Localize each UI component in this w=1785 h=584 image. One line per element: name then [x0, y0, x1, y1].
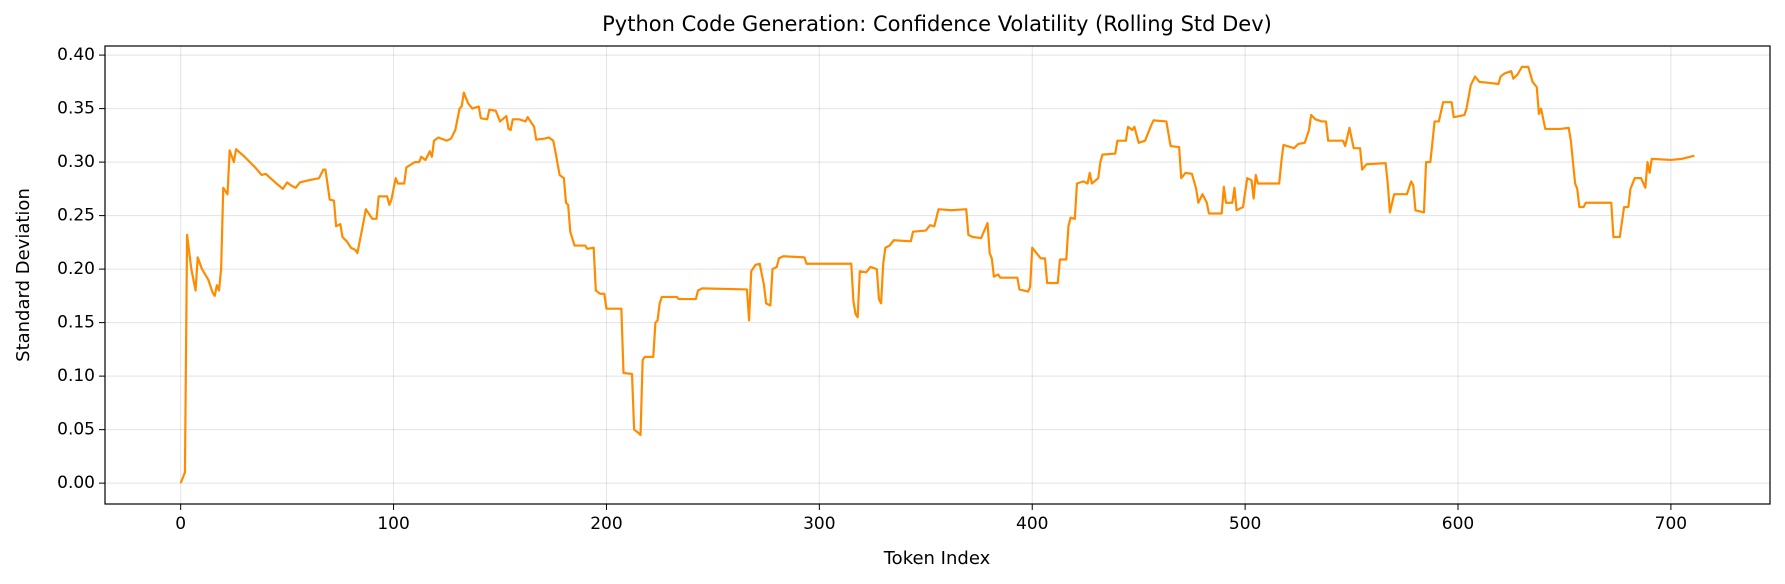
- y-tick-label: 0.30: [57, 152, 95, 172]
- x-axis-label: Token Index: [883, 548, 991, 569]
- x-tick-label: 300: [803, 514, 835, 534]
- y-tick-label: 0.25: [57, 206, 95, 226]
- x-tick-label: 200: [590, 514, 622, 534]
- data-line: [179, 65, 1695, 484]
- y-tick-label: 0.40: [57, 45, 95, 65]
- x-tick-label: 0: [175, 514, 186, 534]
- x-tick-label: 600: [1442, 514, 1474, 534]
- y-tick-label: 0.35: [57, 99, 95, 119]
- y-tick-label: 0.15: [57, 313, 95, 333]
- x-tick-label: 700: [1655, 514, 1687, 534]
- y-tick-label: 0.05: [57, 420, 95, 440]
- y-tick-label: 0.20: [57, 259, 95, 279]
- x-tick-label: 500: [1229, 514, 1261, 534]
- y-tick-label: 0.10: [57, 366, 95, 386]
- plot-frame: [104, 45, 1771, 505]
- y-tick-label: 0.00: [57, 473, 95, 493]
- x-tick-label: 400: [1016, 514, 1048, 534]
- x-tick-label: 100: [377, 514, 409, 534]
- y-axis-label: Standard Deviation: [13, 188, 34, 362]
- chart-title: Python Code Generation: Confidence Volat…: [602, 12, 1272, 36]
